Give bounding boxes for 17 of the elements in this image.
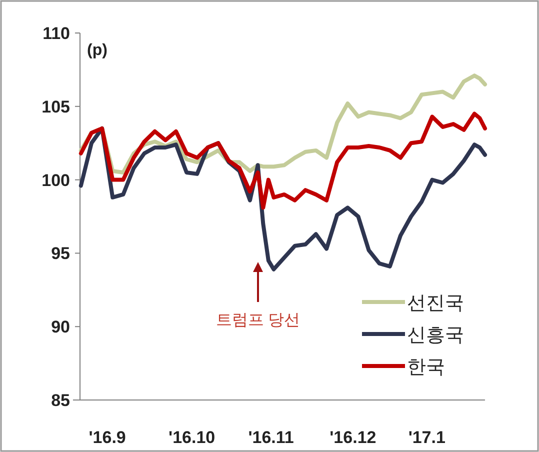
- x-tick-label: '16.11: [248, 428, 294, 447]
- x-tick-label: '17.1: [408, 428, 446, 447]
- y-tick-label: 90: [51, 318, 70, 337]
- legend-label: 선진국: [407, 293, 464, 314]
- annotation: 트럼프 당선: [216, 312, 300, 329]
- x-tick-label: '16.10: [168, 428, 216, 447]
- legend-label: 한국: [407, 357, 445, 378]
- y-axis-title: (p): [87, 42, 108, 59]
- line-series: [78, 112, 487, 210]
- y-tick-label: 100: [42, 170, 70, 190]
- y-tick-label: 95: [51, 244, 70, 264]
- x-tick-label: '16.12: [330, 428, 376, 447]
- y-tick-label: 110: [42, 24, 70, 43]
- y-tick-label: 85: [51, 391, 70, 410]
- legend-label: 신흥국: [407, 325, 464, 346]
- x-tick-label: '16.9: [88, 428, 126, 447]
- y-tick-label: 105: [42, 97, 70, 116]
